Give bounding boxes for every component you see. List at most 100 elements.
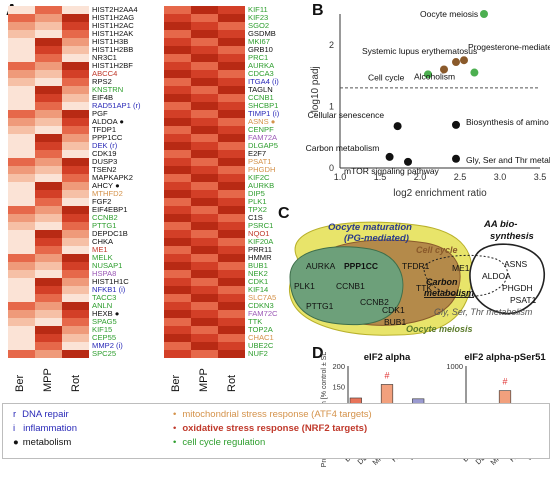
gene-label: SPAG5 (92, 317, 117, 326)
heat-cell (62, 350, 89, 358)
heat-cell (191, 142, 218, 150)
heat-cell (8, 318, 35, 326)
scatter-point (393, 122, 402, 131)
point-label: Biosynthesis of amino acids (466, 117, 550, 127)
heat-cell (191, 70, 218, 78)
heat-cell (62, 38, 89, 46)
metabolism-label: metabolism (424, 288, 474, 298)
gene-label: NQO1 (248, 229, 270, 238)
gene-label: RPS2 (92, 77, 112, 86)
oocyte-meiosis-label: Oocyte meiosis (406, 324, 473, 334)
scatter-point (452, 154, 460, 163)
heat-cell (62, 206, 89, 214)
gene-phgdh: PHGDH (502, 283, 533, 293)
heat-cell (35, 278, 62, 286)
heat-cell (35, 254, 62, 262)
point-label: mTOR signaling pathway (344, 166, 440, 176)
bar-chart-title: eIF2 alpha (364, 352, 411, 363)
carbon-label: Carbon (426, 277, 458, 287)
heat-cell (8, 238, 35, 246)
heat-cell (62, 142, 89, 150)
heat-cell (35, 326, 62, 334)
heat-cell (218, 278, 245, 286)
heat-cell (164, 302, 191, 310)
x-axis-label: log2 enrichment ratio (393, 188, 487, 199)
heat-cell (8, 310, 35, 318)
heat-cell (191, 238, 218, 246)
heat-cell (62, 198, 89, 206)
heat-cell (62, 342, 89, 350)
heat-cell (191, 174, 218, 182)
heat-cell (62, 182, 89, 190)
gene-ccnb1: CCNB1 (336, 281, 365, 291)
heat-cell (191, 342, 218, 350)
heat-cell (35, 110, 62, 118)
heat-cell (164, 126, 191, 134)
heat-cell (218, 302, 245, 310)
panel-letter-c: C (278, 205, 290, 222)
heat-cell (62, 102, 89, 110)
heat-cell (164, 294, 191, 302)
heat-cell (164, 262, 191, 270)
gene-label: DLGAP5 (248, 141, 278, 150)
heat-cell (191, 150, 218, 158)
heat-cell (62, 190, 89, 198)
heat-cell (218, 150, 245, 158)
heat-cell (191, 6, 218, 14)
heat-cell (164, 14, 191, 22)
gene-label: TPX2 (248, 205, 267, 214)
gene-bub1: BUB1 (384, 317, 406, 327)
heat-cell (35, 62, 62, 70)
gene-label: CHKA (92, 237, 114, 246)
gene-plk1: PLK1 (294, 281, 315, 291)
heat-cell (35, 134, 62, 142)
bar-y-tick: 200 (332, 362, 345, 371)
heat-cell (8, 46, 35, 54)
heat-cell (35, 302, 62, 310)
heat-cell (218, 342, 245, 350)
heat-cell (218, 174, 245, 182)
gene-label: HIST1H3B (92, 37, 129, 46)
heat-cell (218, 126, 245, 134)
heat-cell (62, 54, 89, 62)
heat-cell (8, 190, 35, 198)
scatter-point (480, 10, 488, 18)
heat-cell (35, 102, 62, 110)
gene-label: DEK (r) (92, 141, 118, 150)
heat-cell (191, 94, 218, 102)
heat-cell (35, 310, 62, 318)
gene-label: TIMP1 (i) (248, 109, 280, 118)
x-tick-label: 2.0 (414, 172, 427, 182)
gene-label: CCNB1 (248, 93, 274, 102)
heat-cell (218, 326, 245, 334)
scatter-point (470, 68, 479, 77)
heat-cell (62, 86, 89, 94)
gene-label: SPC25 (92, 349, 117, 358)
heat-cell (218, 134, 245, 142)
point-label: Progesterone-mediated oocyte maturation (468, 42, 550, 52)
gene-label: NR3C1 (92, 53, 117, 62)
synthesis-label: synthesis (490, 231, 534, 242)
heat-cell (35, 118, 62, 126)
gene-label: C1S (248, 213, 263, 222)
heat-cell (191, 286, 218, 294)
gene-label: GSDMB (248, 29, 276, 38)
heat-cell (191, 214, 218, 222)
bar-chart-title: eIF2 alpha-pSer51 (464, 352, 546, 363)
heat-cell (164, 246, 191, 254)
heat-cell (62, 94, 89, 102)
gene-label: SHCBP1 (248, 101, 279, 110)
heat-cell (62, 6, 89, 14)
heat-cell (62, 222, 89, 230)
heat-cell (218, 262, 245, 270)
gene-label: PPP1CC (92, 133, 123, 142)
heat-cell (35, 46, 62, 54)
heat-cell (62, 134, 89, 142)
pg-mediated-label: (PG-mediated) (344, 233, 409, 244)
heat-cell (8, 62, 35, 70)
heat-cell (8, 14, 35, 22)
heat-cell (62, 30, 89, 38)
gene-label: KIF14 (248, 285, 269, 294)
heat-cell (164, 286, 191, 294)
gene-label: DEPDC1B (92, 229, 128, 238)
